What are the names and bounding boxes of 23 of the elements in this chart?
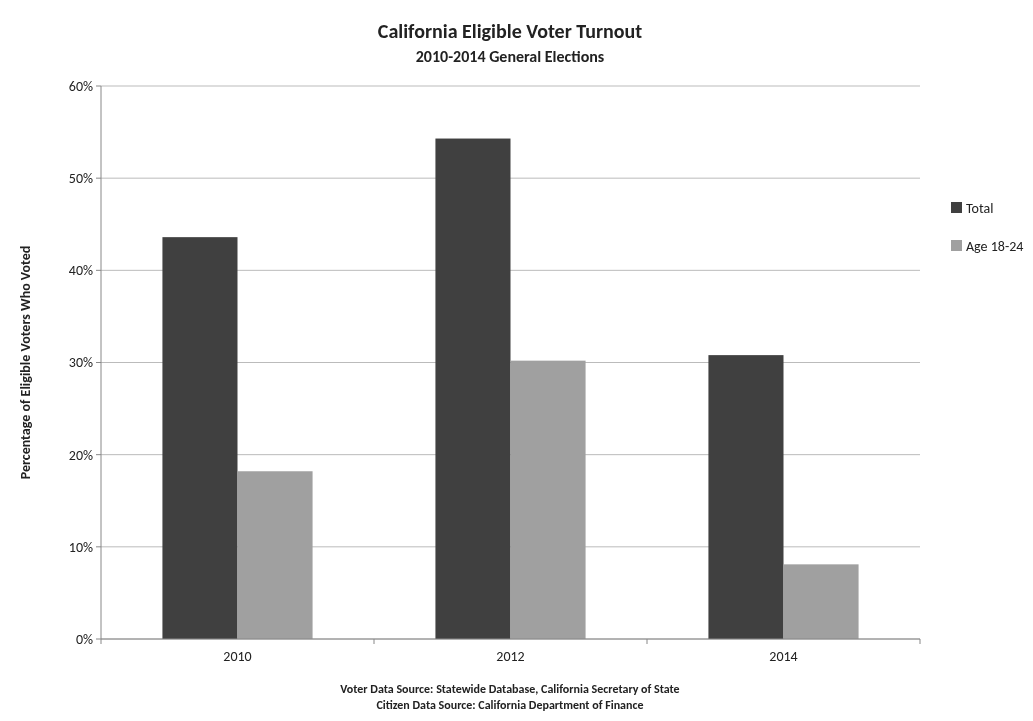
x-tick-label: 2014 [769, 648, 798, 665]
legend-label: Total [966, 199, 994, 217]
bar [237, 471, 313, 639]
y-tick-label: 10% [68, 538, 93, 556]
chart-subtitle: 2010-2014 General Elections [415, 47, 605, 66]
text: Citizen Data Source: California Department of Finance [376, 698, 644, 712]
y-tick-label: 0% [75, 630, 93, 648]
bar [510, 360, 586, 639]
bar [435, 138, 511, 639]
y-tick-label: 60% [68, 77, 93, 95]
legend-label: Age 18-24 [966, 237, 1024, 255]
y-axis-title: Percentage of Eligible Voters Who Voted [17, 245, 34, 480]
bar [708, 355, 784, 639]
chart-title: California Eligible Voter Turnout [377, 19, 643, 43]
y-tick-label: 30% [68, 354, 93, 372]
x-tick-label: 2012 [496, 648, 525, 665]
y-tick-label: 40% [68, 262, 93, 280]
text: Voter Data Source: Statewide Database, California Secretary of State [340, 682, 680, 696]
x-tick-label: 2010 [223, 648, 252, 665]
bar [162, 237, 238, 639]
y-tick-label: 50% [68, 170, 93, 188]
bar [783, 564, 859, 639]
y-tick-label: 20% [68, 446, 93, 464]
